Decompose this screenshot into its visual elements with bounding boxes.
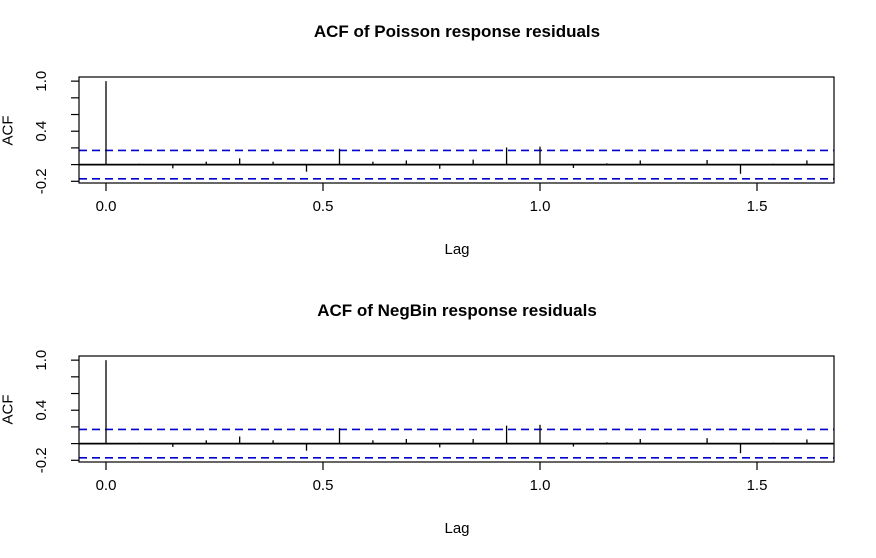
y-tick-label: -0.2 [33, 447, 50, 473]
x-tick-label: 0.0 [96, 198, 117, 215]
y-tick-label: 1.0 [33, 350, 50, 371]
y-tick-label: 1.0 [33, 71, 50, 92]
chart-title-negbin: ACF of NegBin response residuals [317, 301, 597, 320]
plot-box [78, 76, 835, 184]
x-tick-label: 1.0 [530, 477, 551, 494]
acf-plot-poisson: 1.0 0.4 -0.2 0.0 0.5 1.0 1.5 ACF of Poisson re… [0, 22, 835, 258]
acf-plot-poisson-canvas: 1.0 0.4 -0.2 0.0 0.5 1.0 1.5 [33, 71, 835, 215]
acf-plot-negbin: 1.0 0.4 -0.2 0.0 0.5 1.0 1.5 ACF of NegBin res… [0, 279, 876, 558]
x-tick-label: 1.0 [530, 198, 551, 215]
y-tick-label: 0.4 [33, 121, 50, 142]
acf-plot-negbin-canvas: 1.0 0.4 -0.2 0.0 0.5 1.0 1.5 [33, 350, 835, 494]
x-axis-title: Lag [444, 241, 470, 258]
plot-box [78, 355, 835, 463]
y-axis-title: ACF [0, 115, 17, 146]
y-tick-label: -0.2 [33, 168, 50, 194]
y-tick-label: 0.4 [33, 400, 50, 421]
x-axis-title: Lag [444, 520, 470, 537]
x-tick-label: 0.5 [313, 198, 334, 215]
x-tick-label: 1.5 [747, 477, 768, 494]
x-tick-label: 0.0 [96, 477, 117, 494]
y-axis-title: ACF [0, 394, 17, 425]
x-tick-label: 1.5 [747, 198, 768, 215]
x-tick-label: 0.5 [313, 477, 334, 494]
chart-title-poisson: ACF of Poisson response residuals [313, 22, 601, 41]
